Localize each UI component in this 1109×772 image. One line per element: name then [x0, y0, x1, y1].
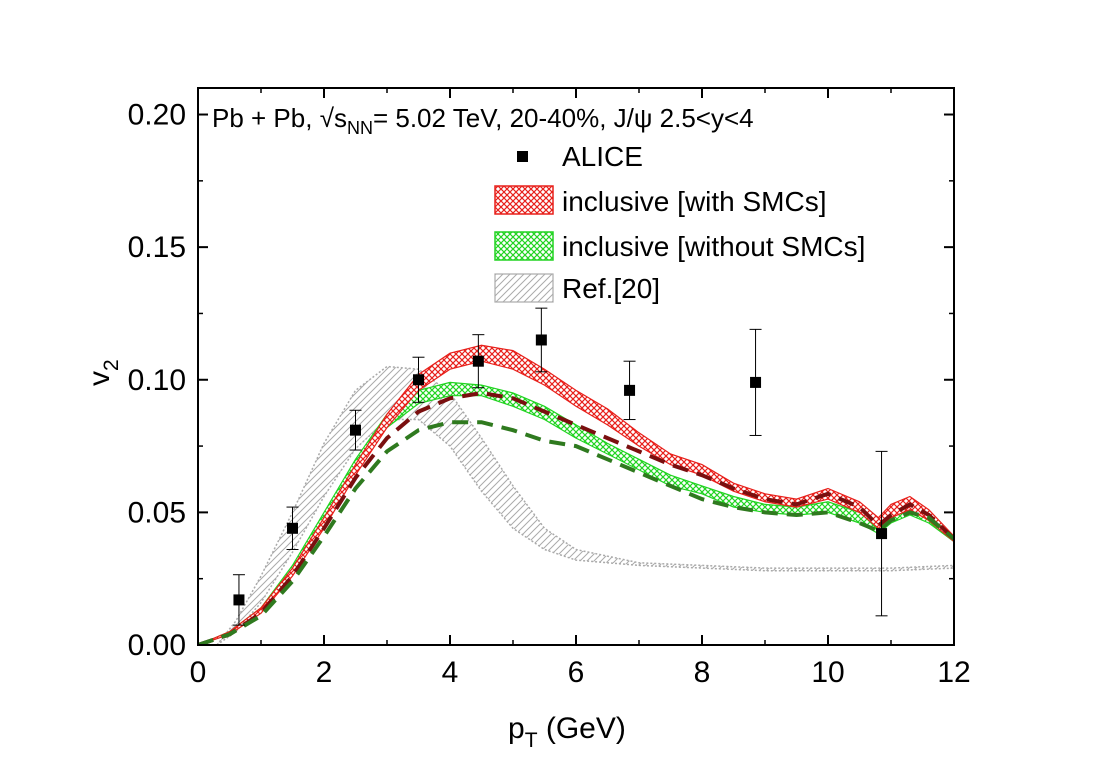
x-tick-label: 6 — [568, 656, 585, 689]
x-tick-label: 10 — [811, 656, 844, 689]
x-axis-title: pT (GeV) — [508, 712, 626, 752]
y-tick-label: 0.20 — [128, 99, 186, 132]
series-darkred-dashed — [198, 390, 954, 645]
alice-point-6 — [624, 384, 636, 396]
legend-label-alice: ALICE — [562, 141, 643, 172]
legend-swatch-without-smc — [494, 231, 554, 261]
x-tick-label: 4 — [442, 656, 459, 689]
x-tick-label: 8 — [694, 656, 711, 689]
y-tick-label: 0.05 — [128, 496, 186, 529]
legend: ALICE inclusive [with SMCs] inclusive [w… — [494, 141, 865, 304]
alice-point-3 — [413, 374, 424, 386]
legend-swatch-ref — [494, 273, 554, 303]
y-tick-label: 0.00 — [128, 629, 186, 662]
x-tick-label: 0 — [190, 656, 207, 689]
alice-point-7 — [750, 376, 762, 388]
alice-point-1 — [287, 522, 298, 534]
plot-area — [198, 307, 954, 645]
alice-point-4 — [472, 355, 484, 367]
alice-point-5 — [535, 334, 547, 346]
legend-label-ref: Ref.[20] — [562, 273, 660, 304]
alice-point-8 — [876, 528, 888, 540]
legend-label-with-smc: inclusive [with SMCs] — [562, 186, 827, 217]
y-tick-label: 0.15 — [128, 231, 186, 264]
x-tick-label: 12 — [937, 656, 970, 689]
y-tick-label: 0.10 — [128, 364, 186, 397]
series-darkgreen-dashed — [198, 420, 954, 645]
series-ref-lower-edge — [216, 418, 954, 645]
y-axis-title: v2 — [83, 359, 123, 386]
legend-marker-alice — [517, 151, 528, 162]
alice-point-2 — [350, 424, 361, 436]
legend-label-without-smc: inclusive [without SMCs] — [562, 231, 865, 262]
legend-swatch-with-smc — [494, 185, 554, 215]
axes: 0 2 4 6 8 10 12 0.00 0.05 0.10 0.15 0.20 — [128, 87, 971, 689]
x-tick-label: 2 — [316, 656, 333, 689]
annotation: Pb + Pb, √sNN= 5.02 TeV, 20-40%, J/ψ 2.5… — [212, 103, 754, 138]
alice-point-0 — [233, 594, 245, 606]
